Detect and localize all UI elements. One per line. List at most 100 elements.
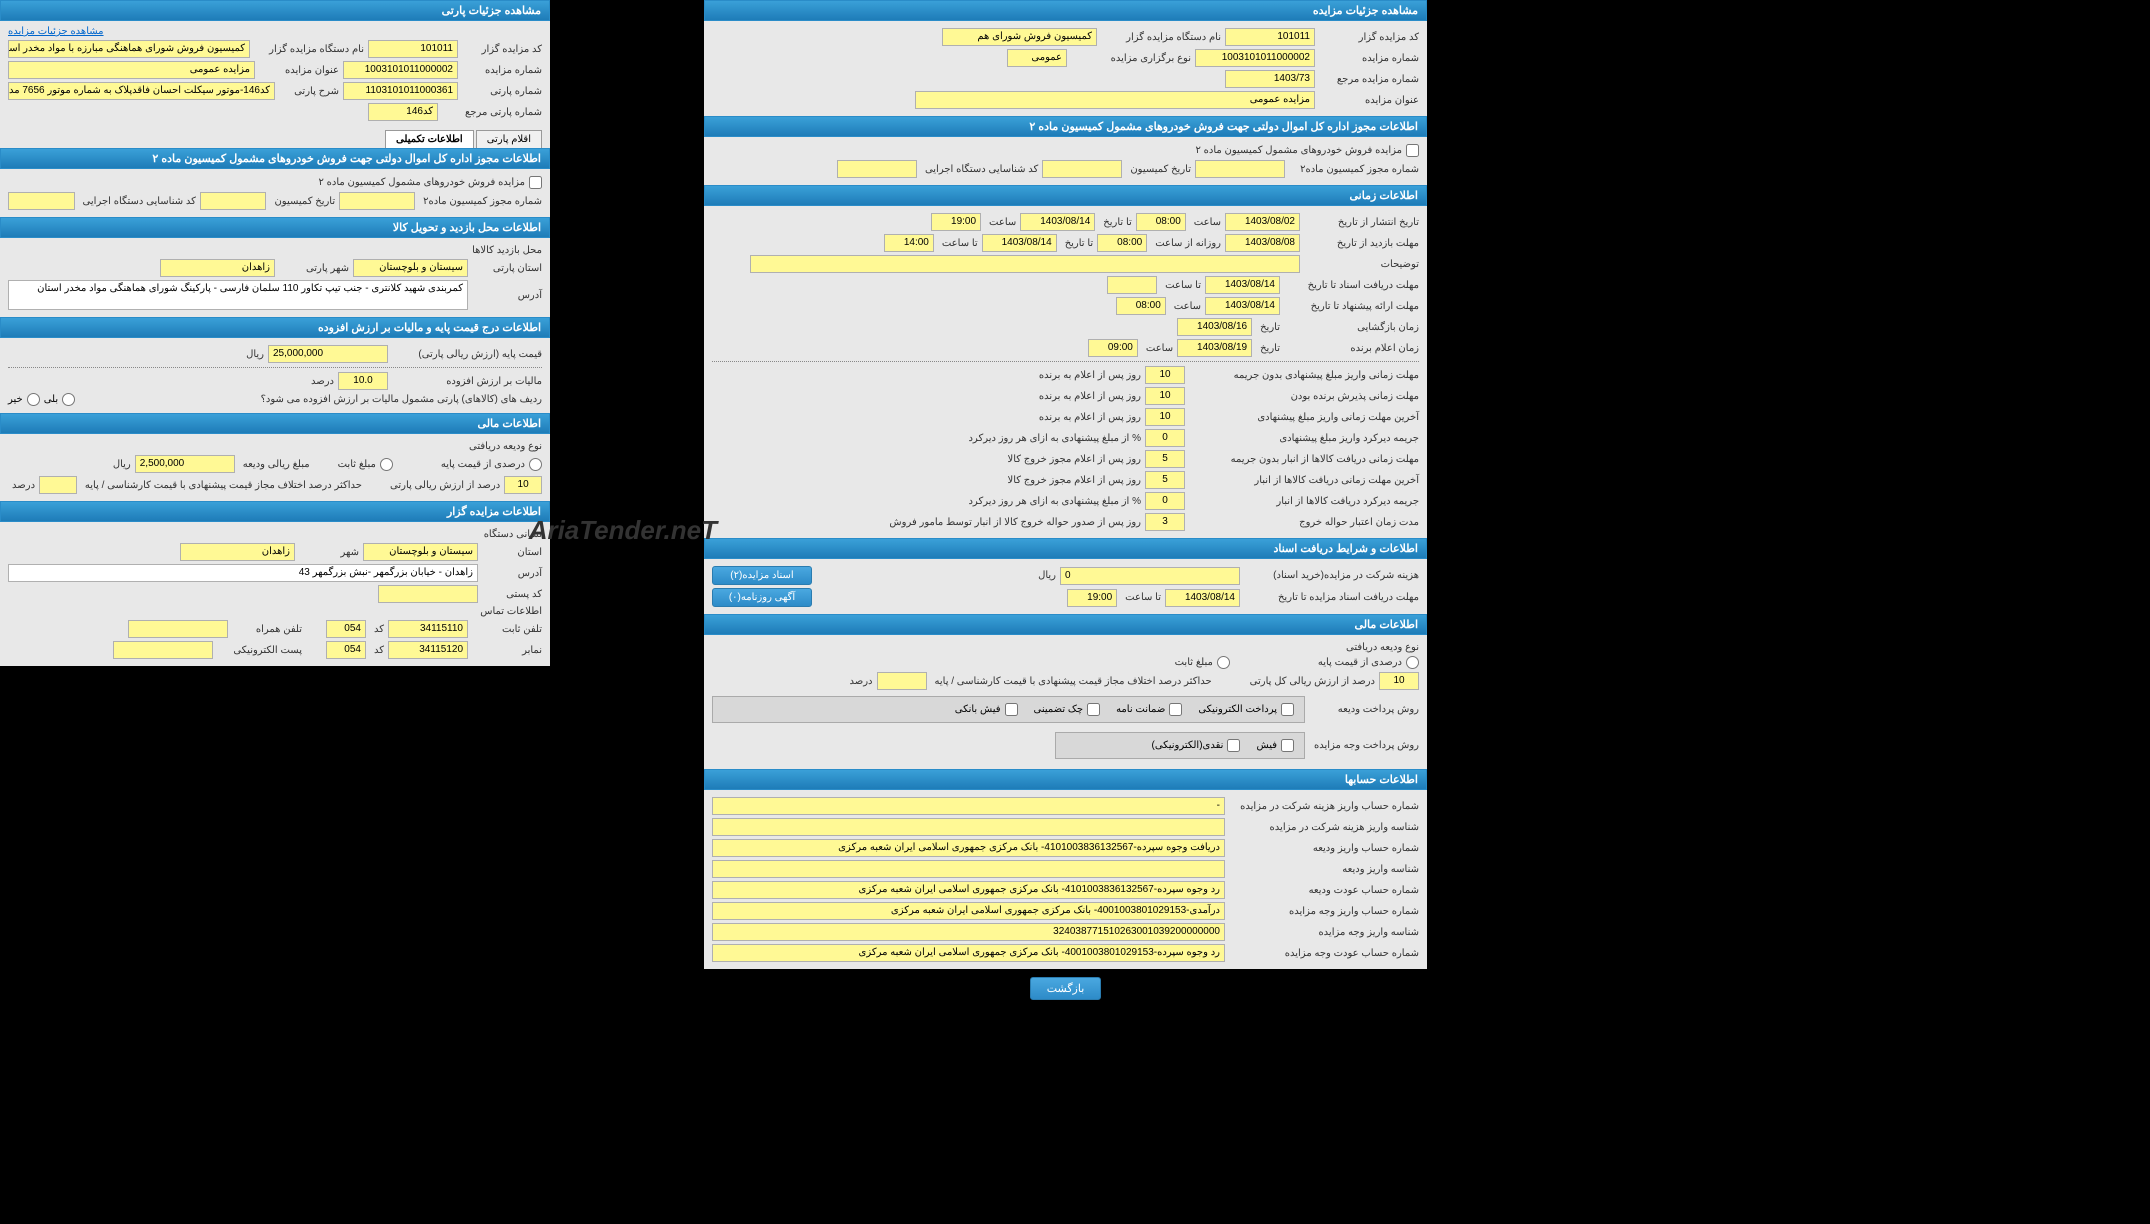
label: % از مبلغ پیشنهادی به ازای هر روز دیرکرد [964,433,1141,444]
field: دریافت وجوه سپرده-4101003836132567- بانک… [712,839,1225,857]
time-field: 08:00 [1116,297,1166,315]
label: ساعت [1170,301,1201,312]
checkbox-commission[interactable] [1406,144,1419,157]
label: ساعت [1142,343,1173,354]
field: زاهدان [160,259,275,277]
date-field: 1403/08/14 [982,234,1057,252]
label: مبلغ ریالی ودیعه [239,459,310,470]
tab-additional[interactable]: اطلاعات تکمیلی [385,130,474,148]
checkbox[interactable] [529,176,542,189]
time-info-header: اطلاعات زمانی [704,185,1427,206]
label: روز پس از اعلام مجوز خروج کالا [1003,475,1141,486]
label: استان [482,547,542,558]
field: مزایده عمومی [8,61,255,79]
accounts-header: اطلاعات حسابها [704,769,1427,790]
label: مهلت زمانی دریافت کالاها از انبار بدون ج… [1189,454,1419,465]
radio[interactable] [529,458,542,471]
label: مزایده فروش خودروهای مشمول کمیسیون ماده … [1191,145,1402,156]
label: شماره حساب عودت ودیعه [1229,885,1419,896]
label: تاریخ کمیسیون [1126,164,1191,175]
issuer: نشانی دستگاه استان سیستان و بلوچستان شهر… [0,522,550,666]
field [200,192,267,210]
radio[interactable] [380,458,393,471]
label: روز پس از اعلام مجوز خروج کالا [1003,454,1141,465]
field [1042,160,1122,178]
field [39,476,77,494]
label: ساعت [985,217,1016,228]
label: شناسه واریز وجه مزایده [1229,927,1419,938]
label: ساعت [1190,217,1221,228]
label: مهلت زمانی پذیرش برنده بودن [1189,391,1419,402]
label: شماره پارتی [462,86,542,97]
label: محل بازدید کالاها [468,245,542,256]
chk-electronic[interactable] [1281,703,1294,716]
back-button[interactable]: بازگشت [1030,977,1102,1000]
label: آخرین مهلت زمانی واریز مبلغ پیشنهادی [1189,412,1419,423]
chk-cash[interactable] [1227,739,1240,752]
lsec2: مزایده فروش خودروهای مشمول کمیسیون ماده … [0,169,550,217]
accounts: شماره حساب واریز هزینه شرکت در مزایده- ش… [704,790,1427,969]
field [8,192,75,210]
docs-button[interactable]: اسناد مزایده(۲) [712,566,812,585]
auction-details-header: مشاهده جزئیات مزایده [704,0,1427,21]
field: کد146-موتور سیکلت احسان فاقدپلاک به شمار… [8,82,275,100]
label: ریال [109,459,131,470]
time-field: 08:00 [1097,234,1147,252]
label: مالیات بر ارزش افزوده [392,376,542,387]
field-tax: 10.0 [338,372,388,390]
chk-receipt[interactable] [1005,703,1018,716]
field-auction-no: 1003101011000002 [1195,49,1315,67]
field: 054 [326,641,366,659]
lfin: نوع ودیعه دریافتی درصدی از قیمت پایه مبل… [0,434,550,501]
field: سیستان و بلوچستان [353,259,468,277]
field: 10 [1145,387,1185,405]
date-field: 1403/08/14 [1165,589,1240,607]
label: شماره مزایده [1319,53,1419,64]
field [378,585,478,603]
label: اطلاعات تماس [476,606,542,617]
field: رد وجوه سپرده-4101003836132567- بانک مرک… [712,881,1225,899]
label: بلی [44,394,58,405]
label: تاریخ انتشار از تاریخ [1304,217,1419,228]
field-title: مزایده عمومی [915,91,1315,109]
field: 2,500,000 [135,455,235,473]
field: 0 [1145,492,1185,510]
field: 054 [326,620,366,638]
label: مهلت دریافت اسناد تا تاریخ [1284,280,1419,291]
watermark-logo: AriaTender.neT [545,470,725,590]
radio-fixed[interactable] [1217,656,1230,669]
label: کد [370,645,384,656]
label: روزانه از ساعت [1151,238,1221,249]
chk-guarantee[interactable] [1169,703,1182,716]
label: مدت زمان اعتبار حواله خروج [1189,517,1419,528]
label: ضمانت نامه [1116,704,1165,715]
label: حداکثر درصد اختلاف مجاز قیمت پیشنهادی با… [81,480,362,491]
section2: مزایده فروش خودروهای مشمول کمیسیون ماده … [704,137,1427,185]
radio-yes[interactable] [62,393,75,406]
radio-percent[interactable] [1406,656,1419,669]
view-auction-link[interactable]: مشاهده جزئیات مزایده [8,26,104,37]
label: عنوان مزایده [259,65,339,76]
footer: بازگشت [704,969,1427,1008]
auction-basic-info: کد مزایده گزار 101011 نام دستگاه مزایده … [704,21,1427,116]
tab-items[interactable]: اقلام پارتی [476,130,542,148]
label: روز پس از صدور حواله خروج کالا از انبار … [885,517,1141,528]
label: هزینه شرکت در مزایده(خرید اسناد) [1244,570,1419,581]
field-cost: 0 [1060,567,1240,585]
field: 34115120 [388,641,468,659]
label: فیش بانکی [955,704,1001,715]
field: 10 [1379,672,1419,690]
radio-no[interactable] [27,393,40,406]
field: 10 [1145,366,1185,384]
label: ریال [242,349,264,360]
label: عنوان مزایده [1319,95,1419,106]
chk-check[interactable] [1087,703,1100,716]
label: درصد از ارزش ریالی پارتی [386,480,500,491]
newspaper-button[interactable]: آگهی روزنامه(۰) [712,588,812,607]
label: مزایده فروش خودروهای مشمول کمیسیون ماده … [314,177,525,188]
time-field [1107,276,1157,294]
label: روز پس از اعلام به برنده [1035,370,1141,381]
time-field: 19:00 [931,213,981,231]
party-info: مشاهده جزئیات مزایده کد مزایده گزار 1010… [0,21,550,128]
chk-fish[interactable] [1281,739,1294,752]
